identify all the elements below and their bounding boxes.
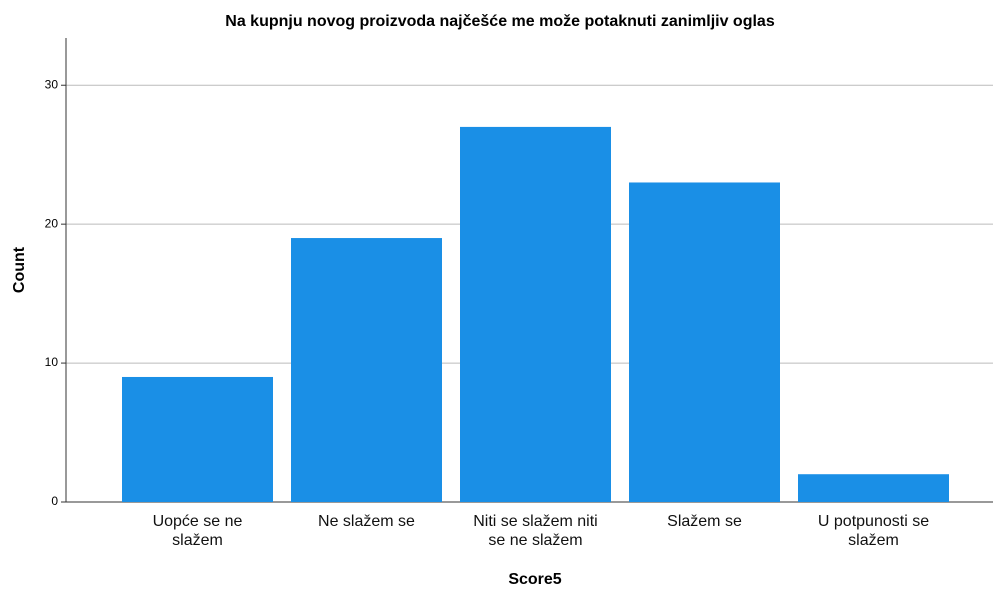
y-tick-label: 0 [51,494,58,508]
y-tick-label: 10 [45,355,59,369]
x-axis-label: Score5 [508,571,561,588]
bar [629,182,780,502]
bar [798,474,949,502]
bar [122,376,273,502]
x-tick-label: Niti se slažem niti se ne slažem [473,513,598,549]
bar [460,126,611,502]
bar [291,238,442,502]
x-tick-label: Ne slažem se [318,513,415,530]
x-tick-label: Slažem se [667,513,742,530]
chart-title: Na kupnju novog proizvoda najčešće me mo… [225,13,775,30]
y-tick-label: 20 [45,216,59,230]
x-tick-label: U potpunosti se slažem [817,513,930,549]
y-tick-label: 30 [45,77,59,91]
x-tick-label: Uopće se ne slažem [152,513,243,549]
y-axis-label: Count [11,246,28,293]
